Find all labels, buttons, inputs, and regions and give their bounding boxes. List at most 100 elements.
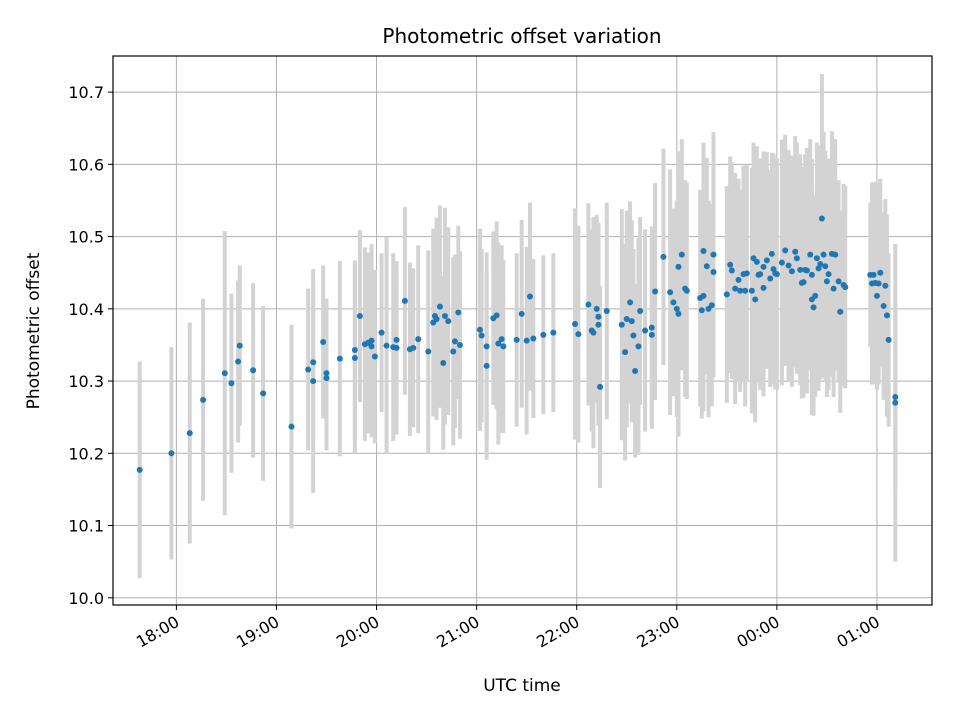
data-point — [523, 337, 530, 344]
data-point — [800, 279, 807, 286]
data-point — [288, 423, 295, 430]
data-point — [675, 310, 682, 317]
data-point — [723, 291, 730, 298]
data-point — [803, 267, 810, 274]
data-point — [495, 340, 502, 347]
y-tick-label: 10.2 — [68, 444, 104, 463]
data-point — [415, 336, 422, 343]
data-point — [742, 287, 749, 294]
data-point — [885, 336, 892, 343]
data-point — [627, 299, 634, 306]
data-point — [368, 337, 375, 344]
data-point — [572, 320, 579, 327]
y-tick-label: 10.1 — [68, 517, 104, 536]
data-point — [351, 347, 358, 354]
data-point — [597, 383, 604, 390]
data-point — [368, 343, 375, 350]
data-point — [700, 292, 707, 299]
data-point — [782, 247, 789, 254]
data-point — [753, 258, 760, 265]
data-point — [708, 302, 715, 309]
data-point — [632, 367, 639, 374]
data-point — [728, 267, 735, 274]
data-point — [637, 307, 644, 314]
data-point — [797, 266, 804, 273]
data-point — [235, 358, 242, 365]
data-point — [250, 367, 257, 374]
data-point — [870, 271, 877, 278]
data-point — [351, 354, 358, 361]
data-point — [527, 293, 534, 300]
data-point — [595, 313, 602, 320]
data-point — [433, 315, 440, 322]
data-point — [820, 251, 827, 258]
data-point — [673, 305, 680, 312]
data-point — [476, 326, 483, 333]
data-point — [748, 287, 755, 294]
data-point — [436, 303, 443, 310]
data-point — [823, 278, 830, 285]
x-axis-label: UTC time — [483, 676, 561, 696]
data-point — [760, 284, 767, 291]
data-point — [807, 251, 814, 258]
data-point — [310, 359, 317, 366]
data-point — [812, 292, 819, 299]
data-point — [136, 466, 143, 473]
data-point — [200, 396, 207, 403]
data-point — [455, 309, 462, 316]
data-point — [778, 259, 785, 266]
data-points — [136, 215, 899, 473]
data-point — [882, 282, 889, 289]
data-point — [892, 399, 899, 406]
y-tick-label: 10.6 — [68, 155, 104, 174]
data-point — [710, 268, 717, 275]
data-point — [703, 263, 710, 270]
data-point — [186, 430, 193, 437]
data-point — [808, 271, 815, 278]
data-point — [623, 315, 630, 322]
data-point — [550, 329, 557, 336]
data-point — [168, 450, 175, 457]
data-point — [401, 297, 408, 304]
data-point — [593, 305, 600, 312]
data-point — [648, 331, 655, 338]
data-point — [498, 336, 505, 343]
y-tick-label: 10.4 — [68, 300, 104, 319]
data-point — [493, 312, 500, 319]
data-point — [393, 336, 400, 343]
data-point — [760, 263, 767, 270]
data-point — [483, 343, 490, 350]
data-point — [743, 270, 750, 277]
data-point — [818, 215, 825, 222]
data-point — [513, 336, 520, 343]
data-point — [228, 380, 235, 387]
data-point — [575, 331, 582, 338]
data-point — [383, 342, 390, 349]
data-point — [678, 251, 685, 258]
data-point — [842, 284, 849, 291]
data-point — [310, 378, 317, 385]
data-point — [378, 329, 385, 336]
data-point — [788, 268, 795, 275]
data-point — [630, 332, 637, 339]
data-point — [595, 321, 602, 328]
data-point — [892, 393, 899, 400]
data-point — [260, 390, 267, 397]
y-tick-label: 10.7 — [68, 83, 104, 102]
data-point — [830, 285, 837, 292]
data-point — [873, 292, 880, 299]
chart-title: Photometric offset variation — [382, 24, 661, 48]
data-point — [883, 312, 890, 319]
data-point — [622, 349, 629, 356]
data-point — [670, 299, 677, 306]
data-point — [441, 313, 448, 320]
plot-frame — [112, 55, 933, 606]
data-point — [817, 261, 824, 268]
data-point — [603, 307, 610, 314]
data-point — [785, 262, 792, 269]
data-point — [451, 338, 458, 345]
data-point — [221, 370, 228, 377]
data-point — [768, 250, 775, 257]
data-point — [648, 324, 655, 331]
data-point — [425, 348, 432, 355]
